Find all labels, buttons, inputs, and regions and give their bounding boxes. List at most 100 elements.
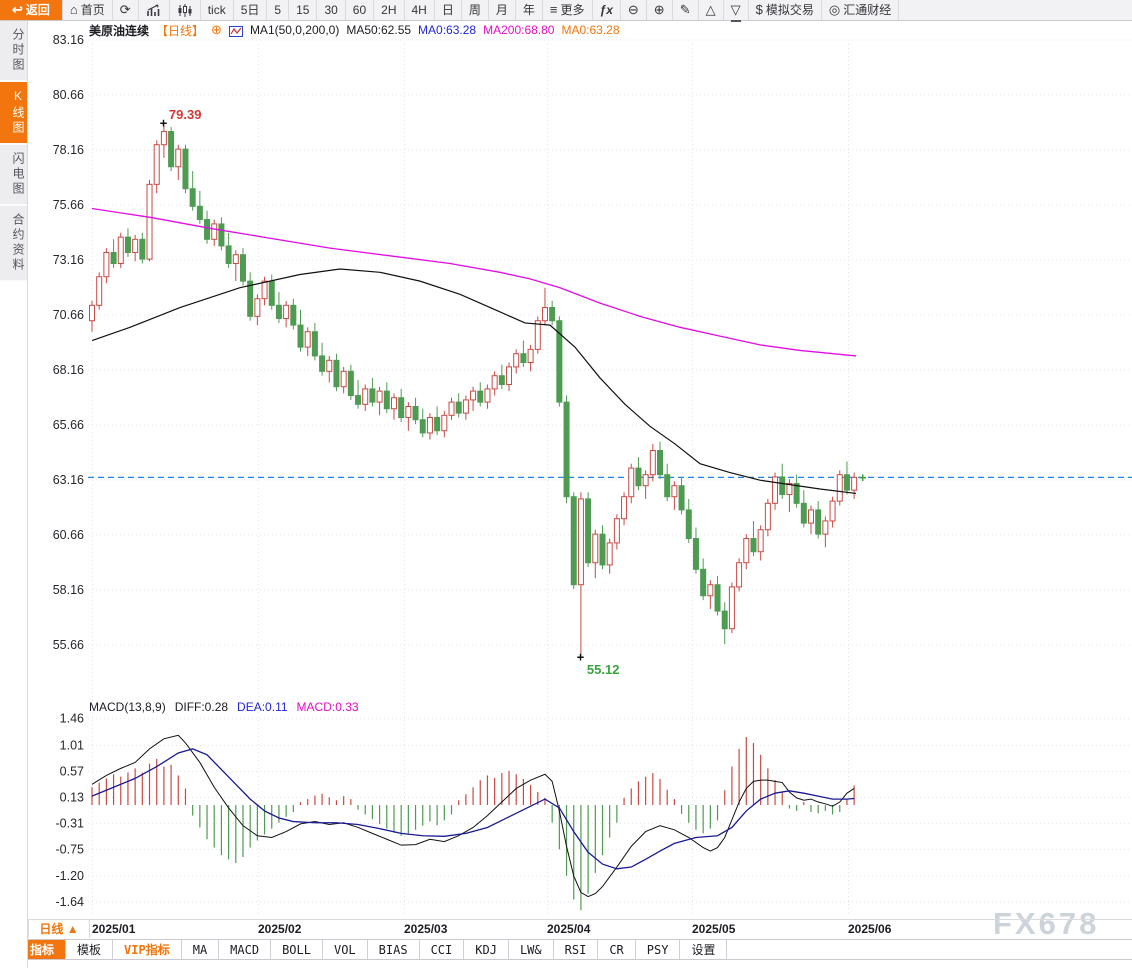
sidebar-item-time-chart[interactable]: 分时图 bbox=[0, 21, 27, 82]
x-axis-row bbox=[0, 919, 1132, 939]
tab-indicator[interactable]: 指标 bbox=[19, 940, 67, 959]
sidebar-item-lightning-chart[interactable]: 闪电图 bbox=[0, 145, 27, 206]
toolbar-button-refresh[interactable]: ⟳ bbox=[113, 0, 139, 20]
toolbar-button-period-year[interactable]: 年 bbox=[516, 0, 543, 20]
toolbar-label: 月 bbox=[495, 3, 508, 17]
toolbar-button-zoom-out[interactable]: ⊖ bbox=[621, 0, 647, 20]
toolbar-button-more[interactable]: ≡ 更多 bbox=[543, 0, 593, 20]
tab-bias[interactable]: BIAS bbox=[368, 940, 420, 959]
tab-psy[interactable]: PSY bbox=[636, 940, 681, 959]
tab-ma[interactable]: MA bbox=[182, 940, 220, 959]
macd-diff-value: DIFF:0.28 bbox=[174, 700, 229, 714]
toolbar-button-zoom-in[interactable]: ⊕ bbox=[647, 0, 673, 20]
sidebar-item-kline-chart[interactable]: K线图 bbox=[0, 82, 27, 145]
ma200-line bbox=[91, 207, 857, 357]
toolbar-button-triangle-up[interactable]: △ bbox=[699, 0, 724, 20]
ma-indicator-icon[interactable] bbox=[228, 25, 243, 37]
candle-body bbox=[513, 353, 520, 368]
tab-settings[interactable]: 设置 bbox=[680, 940, 728, 959]
toolbar-button-period-4h[interactable]: 4H bbox=[405, 0, 435, 20]
toolbar-button-period-2h[interactable]: 2H bbox=[374, 0, 405, 20]
toolbar-button-candle-chart[interactable] bbox=[170, 0, 201, 20]
sim-trading-icon: $ bbox=[755, 2, 763, 17]
candle-body bbox=[168, 131, 175, 168]
candle-body bbox=[728, 586, 735, 630]
candle-body bbox=[498, 375, 505, 386]
candle-body bbox=[290, 304, 297, 326]
toolbar-button-period-day[interactable]: 日 bbox=[435, 0, 462, 20]
candle-body bbox=[218, 223, 225, 247]
toolbar-label: 周 bbox=[468, 3, 481, 17]
toolbar-button-fx678-brand[interactable]: ◎ 汇通财经 bbox=[822, 0, 900, 20]
toolbar-button-tick[interactable]: tick bbox=[201, 0, 234, 20]
home-icon: ⌂ bbox=[69, 2, 78, 17]
tab-rsi[interactable]: RSI bbox=[554, 940, 599, 959]
y-tick-label: 80.66 bbox=[53, 88, 84, 102]
toolbar-button-period-month[interactable]: 月 bbox=[489, 0, 516, 20]
toolbar-button-period-60[interactable]: 60 bbox=[346, 0, 375, 20]
toolbar-label: tick bbox=[207, 3, 226, 17]
y-tick-label: 73.16 bbox=[53, 253, 84, 267]
candle-body bbox=[455, 401, 462, 414]
candle-body bbox=[484, 388, 491, 403]
toolbar-button-fx-functions[interactable]: ƒx bbox=[593, 0, 621, 20]
candle-body bbox=[405, 406, 412, 419]
tab-lwr[interactable]: LW& bbox=[509, 940, 554, 959]
toolbar-button-draw[interactable]: ✎ bbox=[673, 0, 699, 20]
candle-body bbox=[268, 280, 275, 306]
toolbar-button-bar-chart[interactable] bbox=[139, 0, 170, 20]
toolbar-button-period-15[interactable]: 15 bbox=[289, 0, 318, 20]
toolbar-button-period-5[interactable]: 5 bbox=[267, 0, 290, 20]
toolbar-label: 返回 bbox=[25, 3, 50, 17]
period-selector-button[interactable]: 日线 ▲ bbox=[28, 920, 90, 938]
indicator-tab-bar: 指标 模板 VIP指标 MA MACD BOLL VOL BIAS CCI KDJ LW& RSI CR… bbox=[0, 939, 1132, 960]
candle-body bbox=[764, 502, 771, 531]
toolbar-label: 首页 bbox=[80, 3, 105, 17]
candle-body bbox=[139, 238, 146, 260]
tab-cr[interactable]: CR bbox=[598, 940, 636, 959]
candle-body bbox=[160, 131, 167, 146]
tab-vip-indicator[interactable]: VIP指标 bbox=[113, 940, 182, 959]
candle-body bbox=[556, 320, 563, 403]
tab-kdj[interactable]: KDJ bbox=[464, 940, 509, 959]
candle-body bbox=[822, 520, 829, 535]
candle-body bbox=[779, 476, 786, 496]
candle-body bbox=[239, 254, 246, 282]
y-tick-label: 75.66 bbox=[53, 198, 84, 212]
candle-body bbox=[398, 397, 405, 419]
candle-body bbox=[592, 533, 599, 564]
macd-tick-label: 0.57 bbox=[60, 764, 84, 778]
candle-body bbox=[153, 144, 160, 185]
tab-vol[interactable]: VOL bbox=[323, 940, 368, 959]
tab-macd[interactable]: MACD bbox=[219, 940, 272, 959]
refresh-icon: ⟳ bbox=[119, 2, 131, 17]
candle-body bbox=[793, 483, 800, 504]
high-cross-marker: + bbox=[160, 116, 167, 130]
candle-body bbox=[146, 183, 153, 260]
tab-boll[interactable]: BOLL bbox=[271, 940, 323, 959]
tab-cci[interactable]: CCI bbox=[420, 940, 465, 959]
toolbar-button-period-week[interactable]: 周 bbox=[462, 0, 489, 20]
sidebar-item-contract-info[interactable]: 合约资料 bbox=[0, 206, 27, 282]
current-price-marker: + bbox=[859, 470, 866, 484]
toolbar-button-sim-trading[interactable]: $ 模拟交易 bbox=[749, 0, 822, 20]
toolbar-button-triangle-down[interactable]: ▽ bbox=[724, 0, 749, 22]
triangle-up-icon: △ bbox=[705, 2, 716, 17]
add-indicator-icon[interactable]: ⊕ bbox=[211, 22, 222, 37]
toolbar-button-back[interactable]: ↩ 返回 bbox=[0, 0, 63, 20]
toolbar-button-home[interactable]: ⌂ 首页 bbox=[63, 0, 113, 20]
candle-body bbox=[808, 509, 814, 524]
tab-template[interactable]: 模板 bbox=[66, 940, 114, 959]
candle-body bbox=[110, 252, 117, 265]
macd-tick-label: -1.64 bbox=[56, 895, 85, 909]
candle-body bbox=[549, 307, 556, 322]
toolbar-button-period-30[interactable]: 30 bbox=[317, 0, 346, 20]
candle-body bbox=[275, 304, 282, 320]
candle-body bbox=[649, 450, 656, 476]
toolbar-button-period-5d[interactable]: 5日 bbox=[234, 0, 268, 20]
macd-tick-label: -0.75 bbox=[56, 842, 85, 856]
y-tick-label: 78.16 bbox=[53, 143, 84, 157]
x-tick-label: 2025/06 bbox=[848, 922, 892, 936]
candle-body bbox=[685, 509, 692, 540]
